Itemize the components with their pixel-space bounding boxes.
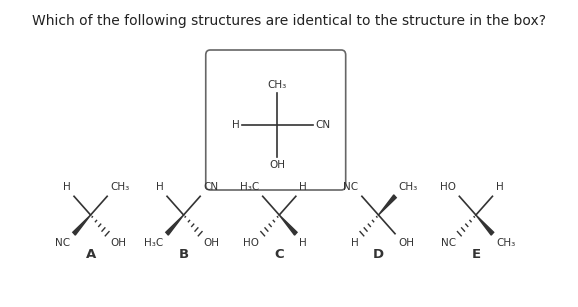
Text: CH₃: CH₃ bbox=[496, 238, 515, 248]
Text: D: D bbox=[373, 248, 384, 261]
Text: HO: HO bbox=[243, 238, 259, 248]
Text: H: H bbox=[299, 238, 307, 248]
Text: B: B bbox=[179, 248, 188, 261]
Text: OH: OH bbox=[399, 238, 414, 248]
Text: H: H bbox=[299, 182, 307, 192]
Text: OH: OH bbox=[111, 238, 127, 248]
Polygon shape bbox=[476, 215, 494, 235]
Text: HO: HO bbox=[440, 182, 456, 192]
Text: Which of the following structures are identical to the structure in the box?: Which of the following structures are id… bbox=[32, 14, 546, 28]
Text: OH: OH bbox=[269, 160, 286, 170]
Text: C: C bbox=[275, 248, 284, 261]
Text: OH: OH bbox=[203, 238, 220, 248]
Text: A: A bbox=[86, 248, 96, 261]
Text: H: H bbox=[496, 182, 504, 192]
Text: H: H bbox=[63, 182, 71, 192]
Text: H: H bbox=[351, 238, 358, 248]
Text: CN: CN bbox=[203, 182, 219, 192]
Text: NC: NC bbox=[55, 238, 71, 248]
Text: NC: NC bbox=[440, 238, 456, 248]
Text: H: H bbox=[232, 120, 239, 130]
Text: H₃C: H₃C bbox=[240, 182, 259, 192]
Text: NC: NC bbox=[343, 182, 358, 192]
FancyBboxPatch shape bbox=[206, 50, 346, 190]
Text: H: H bbox=[155, 182, 164, 192]
Polygon shape bbox=[379, 195, 397, 215]
Text: CH₃: CH₃ bbox=[268, 80, 287, 90]
Text: E: E bbox=[471, 248, 480, 261]
Text: CH₃: CH₃ bbox=[399, 182, 418, 192]
Text: CN: CN bbox=[316, 120, 331, 130]
Text: H₃C: H₃C bbox=[144, 238, 164, 248]
Polygon shape bbox=[73, 215, 91, 235]
Polygon shape bbox=[166, 215, 184, 235]
Text: CH₃: CH₃ bbox=[111, 182, 130, 192]
Polygon shape bbox=[279, 215, 297, 235]
